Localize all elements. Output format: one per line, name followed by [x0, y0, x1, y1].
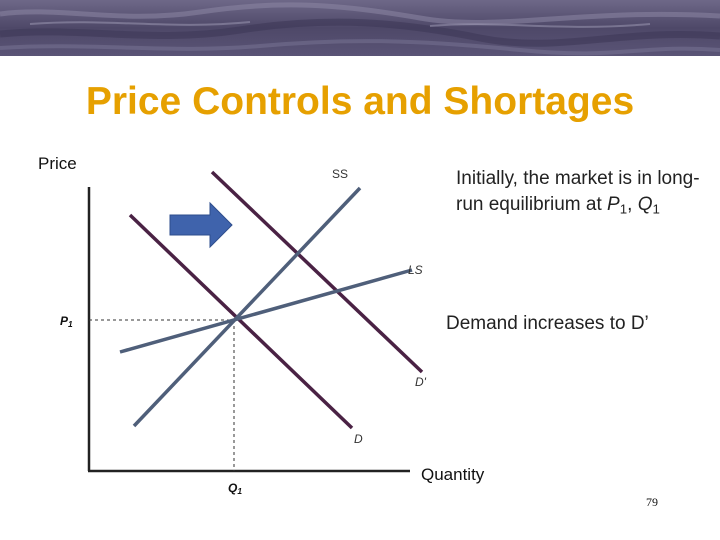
price-axis-label: Price: [38, 154, 77, 173]
d-curve-label: D: [354, 432, 363, 446]
q1-label: Q1: [228, 481, 243, 497]
demand-curve-d: [128, 213, 354, 430]
decorative-banner: [0, 0, 720, 56]
long-run-supply-curve: [119, 268, 413, 354]
ls-curve-label: LS: [408, 263, 423, 277]
quantity-axis-label: Quantity: [421, 465, 485, 484]
demand-increase-note: Demand increases to D’: [446, 313, 649, 334]
d-prime-curve-label: D': [415, 375, 426, 389]
short-run-supply-curve: [132, 186, 362, 428]
p1-label: P1: [60, 314, 73, 330]
right-arrow-icon: [169, 201, 233, 249]
demand-curve-d-prime: [210, 170, 424, 374]
equilibrium-note: Initially, the market is in long-run equ…: [456, 168, 700, 217]
page-number: 79: [646, 495, 658, 509]
slide-title: Price Controls and Shortages: [85, 80, 635, 123]
ss-curve-label: SS: [332, 167, 349, 181]
